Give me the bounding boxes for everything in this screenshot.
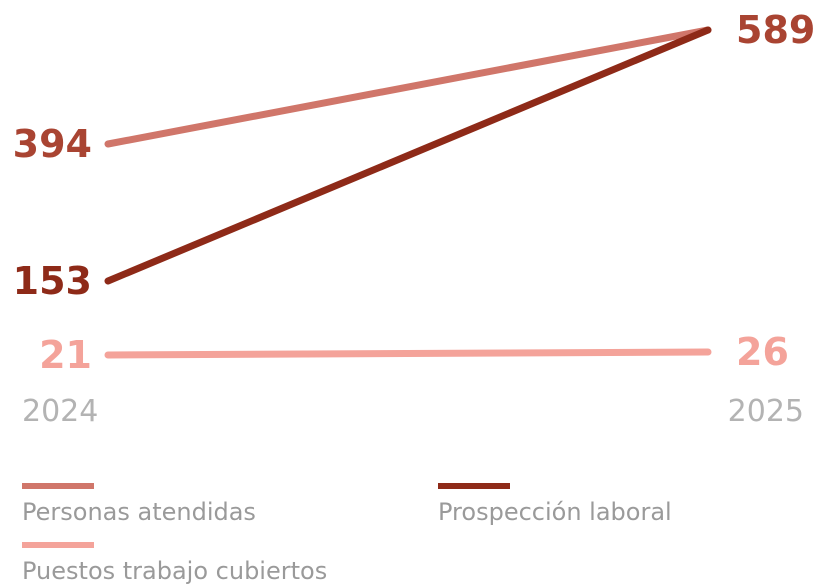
legend-swatch-prospeccion-laboral — [438, 483, 510, 489]
value-label-2025-personas-atendidas: 589 — [736, 8, 815, 52]
value-label-2024-prospeccion-laboral: 153 — [13, 259, 92, 303]
legend-label-prospeccion-laboral: Prospección laboral — [438, 498, 672, 526]
series-layer — [104, 26, 712, 359]
series-line-personas-atendidas — [104, 26, 712, 148]
value-labels: 394 153 21 589 26 — [13, 8, 816, 377]
legend-swatch-personas-atendidas — [22, 483, 94, 489]
series-line-puestos-trabajo-cubiertos — [104, 348, 712, 359]
series-line-prospeccion-laboral — [104, 26, 712, 285]
value-label-2025-puestos-trabajo-cubiertos: 26 — [736, 330, 789, 374]
x-tick-label-2025: 2025 — [728, 394, 804, 429]
x-axis-labels: 2024 2025 — [22, 394, 804, 429]
x-tick-label-2024: 2024 — [22, 394, 98, 429]
legend-label-puestos-trabajo-cubiertos: Puestos trabajo cubiertos — [22, 557, 327, 584]
legend: Personas atendidas Prospección laboral Pue… — [22, 483, 672, 584]
value-label-2024-puestos-trabajo-cubiertos: 21 — [39, 333, 92, 377]
legend-swatch-puestos-trabajo-cubiertos — [22, 542, 94, 548]
value-label-2024-personas-atendidas: 394 — [13, 122, 92, 166]
legend-label-personas-atendidas: Personas atendidas — [22, 498, 256, 526]
